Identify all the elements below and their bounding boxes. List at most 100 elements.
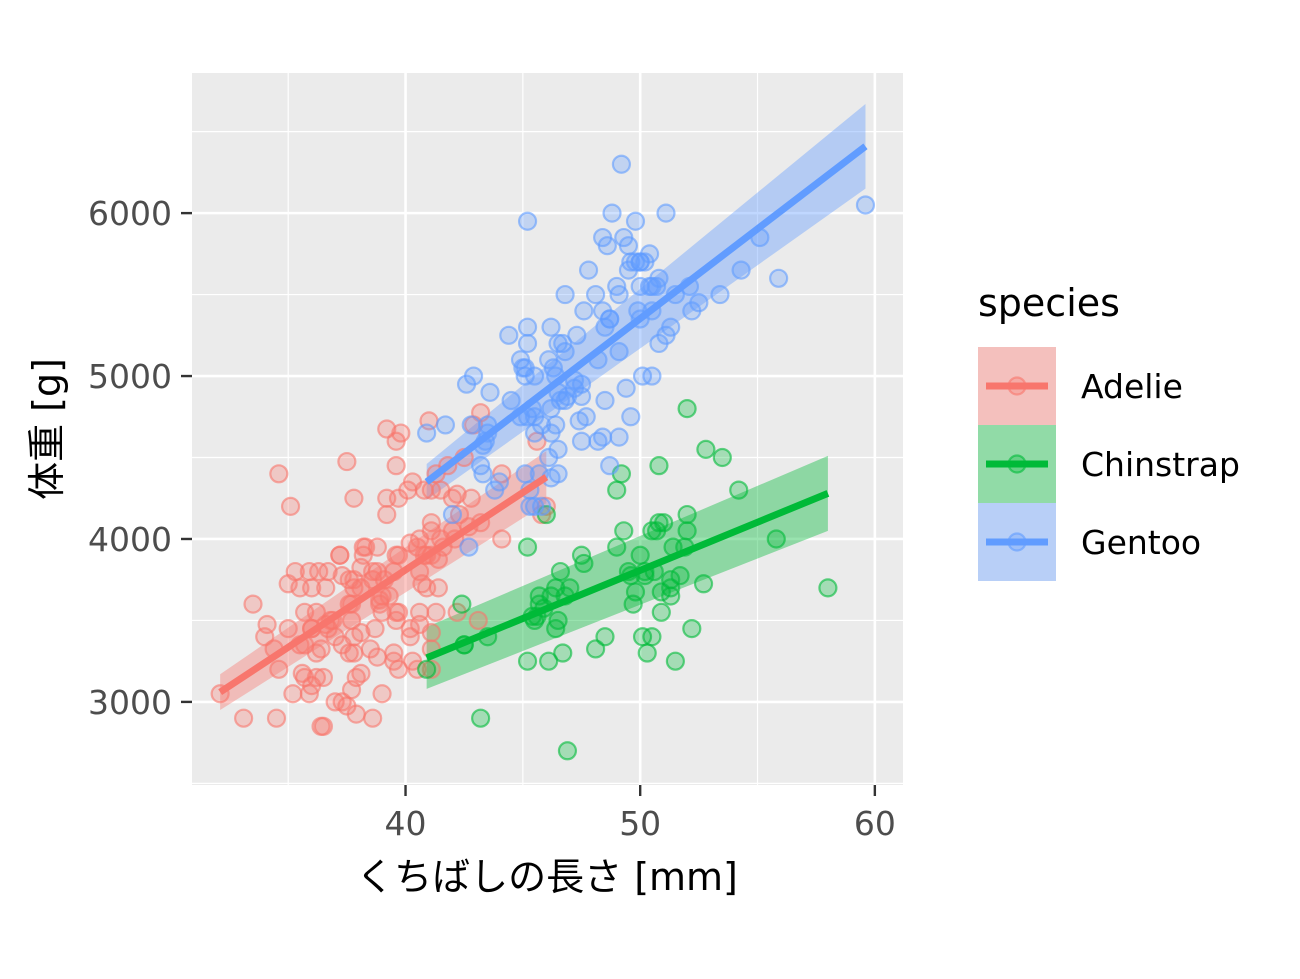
fit-line-chinstrap xyxy=(425,490,830,662)
legend-item-gentoo: Gentoo xyxy=(978,503,1201,581)
data-point-adelie xyxy=(306,667,326,688)
fit-line-gentoo xyxy=(424,143,868,485)
data-point-gentoo xyxy=(618,260,639,280)
data-point-chinstrap xyxy=(818,578,838,598)
data-point-adelie xyxy=(255,627,275,647)
x-tick-label: 50 xyxy=(619,804,661,843)
data-point-chinstrap xyxy=(712,447,732,468)
data-point-chinstrap xyxy=(651,602,671,622)
fit-lines xyxy=(218,143,868,696)
data-point-adelie xyxy=(295,602,315,622)
data-point-gentoo xyxy=(555,284,575,305)
data-point-adelie xyxy=(447,484,467,504)
data-point-chinstrap xyxy=(649,513,669,533)
data-point-chinstrap xyxy=(766,529,786,549)
data-point-chinstrap xyxy=(693,574,714,594)
data-point-adelie xyxy=(365,618,385,639)
data-point-adelie xyxy=(363,708,383,728)
data-point-chinstrap xyxy=(696,439,716,459)
data-point-adelie xyxy=(377,488,397,508)
data-point-adelie xyxy=(269,464,289,484)
data-point-gentoo xyxy=(609,342,629,362)
data-point-gentoo xyxy=(618,236,639,256)
data-point-gentoo xyxy=(499,325,519,345)
data-point-gentoo xyxy=(461,415,481,435)
data-point-chinstrap xyxy=(625,582,646,602)
data-point-adelie xyxy=(309,561,329,582)
y-tick-label: 4000 xyxy=(88,520,172,559)
data-point-chinstrap xyxy=(632,627,653,647)
data-point-gentoo xyxy=(609,427,629,447)
data-point-gentoo xyxy=(769,268,789,288)
data-point-adelie xyxy=(386,456,406,476)
data-point-chinstrap xyxy=(677,399,697,419)
data-point-adelie xyxy=(243,594,263,614)
data-point-gentoo xyxy=(515,464,535,484)
data-point-gentoo xyxy=(517,333,538,354)
data-point-gentoo xyxy=(731,260,751,280)
data-point-adelie xyxy=(283,684,303,704)
data-point-adelie xyxy=(492,529,512,549)
data-point-adelie xyxy=(299,684,319,704)
data-point-chinstrap xyxy=(677,504,697,525)
data-point-gentoo xyxy=(548,333,568,354)
data-point-chinstrap xyxy=(677,521,697,541)
data-point-adelie xyxy=(386,431,406,451)
legend-item-adelie: Adelie xyxy=(978,347,1183,425)
y-tick-label: 5000 xyxy=(88,357,172,396)
data-point-adelie xyxy=(412,574,432,594)
data-point-adelie xyxy=(278,574,298,594)
data-point-adelie xyxy=(292,663,312,683)
data-point-adelie xyxy=(431,480,451,500)
data-point-gentoo xyxy=(471,456,491,476)
data-point-chinstrap xyxy=(539,651,559,671)
data-point-adelie xyxy=(351,623,371,643)
data-point-chinstrap xyxy=(665,651,685,671)
x-tick-label: 60 xyxy=(854,804,896,843)
data-point-gentoo xyxy=(682,301,702,321)
data-point-gentoo xyxy=(524,496,545,516)
data-point-adelie xyxy=(351,663,371,683)
data-point-chinstrap xyxy=(417,659,437,679)
data-point-chinstrap xyxy=(670,566,690,586)
data-point-gentoo xyxy=(456,374,477,394)
legend-label: Gentoo xyxy=(1081,523,1201,562)
x-axis-title: くちばしの長さ [mm] xyxy=(356,855,738,899)
data-point-adelie xyxy=(278,618,298,639)
data-point-adelie xyxy=(302,578,322,598)
data-point-gentoo xyxy=(548,439,568,459)
data-point-gentoo xyxy=(855,195,876,215)
data-point-chinstrap xyxy=(471,708,491,728)
data-point-gentoo xyxy=(656,203,676,223)
data-point-adelie xyxy=(426,602,446,622)
data-point-gentoo xyxy=(595,390,615,411)
data-point-adelie xyxy=(402,472,423,492)
data-point-chinstrap xyxy=(630,545,650,565)
data-point-gentoo xyxy=(571,431,592,451)
data-point-gentoo xyxy=(639,244,660,264)
data-point-gentoo xyxy=(517,211,538,231)
data-point-gentoo xyxy=(435,415,456,435)
data-point-adelie xyxy=(410,529,430,549)
data-point-adelie xyxy=(234,708,254,728)
data-point-gentoo xyxy=(569,411,589,431)
data-point-gentoo xyxy=(501,390,521,411)
data-point-adelie xyxy=(280,496,301,516)
data-point-adelie xyxy=(332,692,352,712)
data-point-chinstrap xyxy=(682,618,702,639)
data-point-chinstrap xyxy=(574,553,594,574)
data-point-gentoo xyxy=(555,390,575,411)
data-point-adelie xyxy=(384,643,404,663)
data-point-adelie xyxy=(346,704,366,724)
y-tick-label: 6000 xyxy=(88,194,172,233)
data-point-gentoo xyxy=(625,211,646,231)
data-point-chinstrap xyxy=(729,480,749,500)
data-point-gentoo xyxy=(578,260,599,280)
data-point-gentoo xyxy=(649,268,669,288)
data-point-gentoo xyxy=(602,203,622,223)
data-point-adelie xyxy=(421,513,441,533)
data-point-gentoo xyxy=(539,350,559,370)
data-point-gentoo xyxy=(642,366,662,386)
